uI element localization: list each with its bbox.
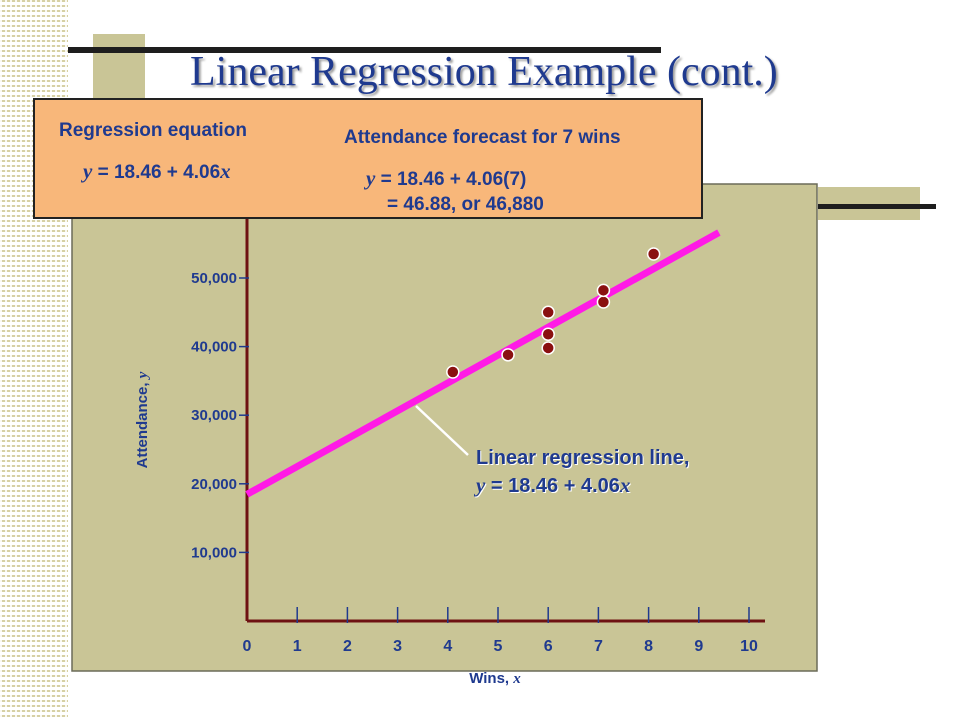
y-tick-label: 40,000 — [191, 339, 237, 356]
x-tick-label: 4 — [443, 638, 452, 655]
right-accent-line — [818, 204, 936, 209]
data-point — [501, 348, 515, 362]
annotation-pointer-line — [415, 405, 469, 456]
data-point — [446, 365, 460, 379]
regression-label-line-2: y = 18.46 + 4.06x — [476, 472, 689, 500]
x-tick-label: 0 — [243, 638, 252, 655]
regression-label-x-var: x — [619, 473, 631, 497]
slide-title: Linear Regression Example (cont.) — [190, 49, 778, 95]
x-tick-label: 2 — [343, 638, 352, 655]
y-tick-label: 50,000 — [191, 270, 237, 287]
regression-label-line-1: Linear regression line, — [476, 447, 690, 469]
equation-y-var: y — [83, 159, 93, 183]
forecast-line-1: y = 18.46 + 4.06(7) — [366, 166, 526, 191]
x-tick-label: 10 — [740, 638, 758, 655]
x-tick-label: 3 — [393, 638, 402, 655]
x-axis-title: Wins, x — [469, 670, 521, 687]
x-tick-label: 8 — [644, 638, 653, 655]
regression-label-y-var: y — [476, 473, 486, 497]
data-point — [646, 247, 661, 261]
x-tick-label: 1 — [293, 638, 302, 655]
forecast-line-2: = 46.88, or 46,880 — [387, 194, 544, 215]
regression-line-label: Linear regression line, y = 18.46 + 4.06… — [476, 445, 689, 500]
y-tick-label: 20,000 — [191, 476, 237, 493]
forecast-line-1-text: = 18.46 + 4.06(7) — [380, 169, 527, 190]
regression-label-eq: = 18.46 + 4.06 — [490, 475, 620, 497]
right-accent-block — [818, 187, 920, 220]
regression-line — [245, 229, 721, 498]
y-tick-label: 30,000 — [191, 407, 237, 424]
y-tick-label: 10,000 — [191, 544, 237, 561]
forecast-label: Attendance forecast for 7 wins — [344, 127, 621, 148]
equation-rhs: = 18.46 + 4.06 — [97, 162, 221, 183]
data-point — [541, 305, 555, 320]
x-tick-label: 5 — [494, 638, 503, 655]
y-axis-title: Attendance, y — [134, 371, 151, 468]
data-point — [541, 341, 555, 355]
x-tick-label: 9 — [694, 638, 703, 655]
data-point — [541, 327, 555, 342]
data-point — [596, 295, 611, 309]
equation-text: y = 18.46 + 4.06x — [83, 159, 231, 184]
equation-x-var: x — [220, 159, 231, 183]
x-tick-label: 6 — [544, 638, 553, 655]
data-point — [596, 283, 611, 298]
equation-label: Regression equation — [59, 120, 247, 141]
plot-panel — [71, 183, 818, 672]
forecast-y-var: y — [366, 166, 376, 190]
x-tick-label: 7 — [594, 638, 603, 655]
title-accent-line — [68, 47, 661, 53]
title-accent-block — [93, 34, 145, 104]
regression-callout: Regression equation y = 18.46 + 4.06x At… — [33, 98, 703, 219]
